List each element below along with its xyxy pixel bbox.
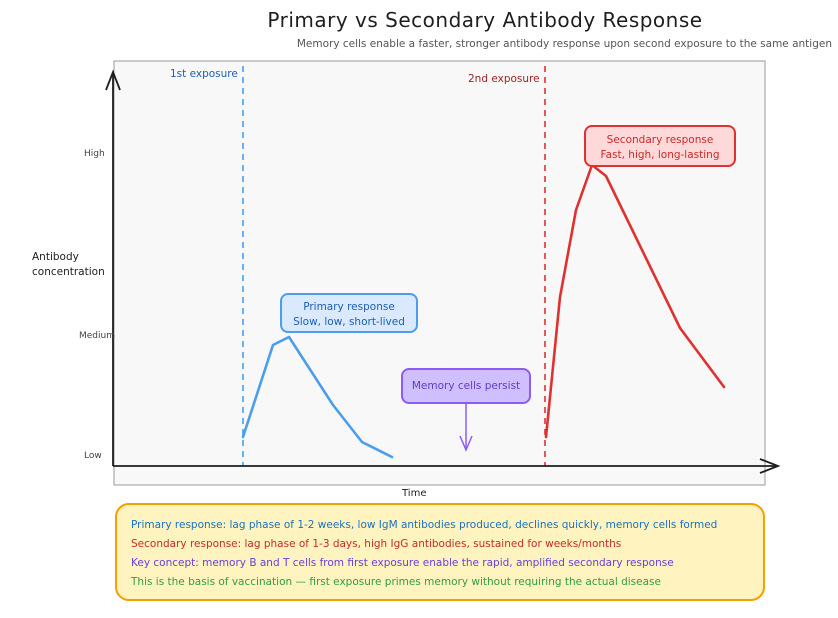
- secondary-callout-title: Secondary response: [606, 134, 714, 146]
- y-axis-label-line2: concentration: [32, 266, 105, 278]
- note-vaccination: This is the basis of vaccination — first…: [131, 576, 661, 588]
- note-secondary: Secondary response: lag phase of 1-3 day…: [131, 538, 622, 550]
- note-key-concept: Key concept: memory B and T cells from f…: [131, 557, 674, 569]
- tick-high: High: [84, 149, 105, 159]
- memory-arrowhead: [459, 435, 473, 452]
- diagram-subtitle: Memory cells enable a faster, stronger a…: [296, 38, 832, 50]
- primary-response-callout: Primary response Slow, low, short-lived: [280, 293, 418, 333]
- diagram-title: Primary vs Secondary Antibody Response: [267, 8, 703, 32]
- primary-callout-detail: Slow, low, short-lived: [293, 316, 405, 328]
- note-primary: Primary response: lag phase of 1-2 weeks…: [131, 519, 718, 531]
- tick-low: Low: [84, 451, 102, 461]
- tick-medium: Medium: [79, 331, 115, 341]
- y-axis-arrowhead: [105, 69, 121, 91]
- secondary-callout-detail: Fast, high, long-lasting: [600, 149, 720, 161]
- x-axis-label: Time: [402, 488, 427, 499]
- notes-box: Primary response: lag phase of 1-2 weeks…: [115, 503, 765, 601]
- memory-cells-callout: Memory cells persist: [401, 368, 531, 404]
- first-exposure-label: 1st exposure: [170, 68, 238, 80]
- secondary-response-callout: Secondary response Fast, high, long-last…: [584, 125, 736, 167]
- y-axis-label-line1: Antibody: [32, 251, 79, 263]
- x-axis-arrowhead: [759, 458, 781, 474]
- primary-callout-title: Primary response: [303, 301, 395, 313]
- y-axis-label: Antibody concentration: [32, 250, 105, 280]
- second-exposure-label: 2nd exposure: [468, 73, 540, 85]
- primary-response-curve: [241, 335, 394, 459]
